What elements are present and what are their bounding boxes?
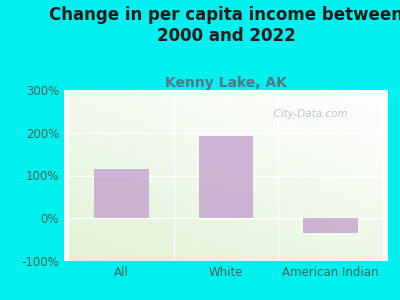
Bar bbox=[303, 218, 358, 233]
Text: City-Data.com: City-Data.com bbox=[267, 109, 347, 119]
Text: Kenny Lake, AK: Kenny Lake, AK bbox=[165, 76, 287, 91]
Text: Change in per capita income between
2000 and 2022: Change in per capita income between 2000… bbox=[49, 6, 400, 45]
Bar bbox=[94, 169, 149, 218]
Bar bbox=[199, 136, 253, 218]
